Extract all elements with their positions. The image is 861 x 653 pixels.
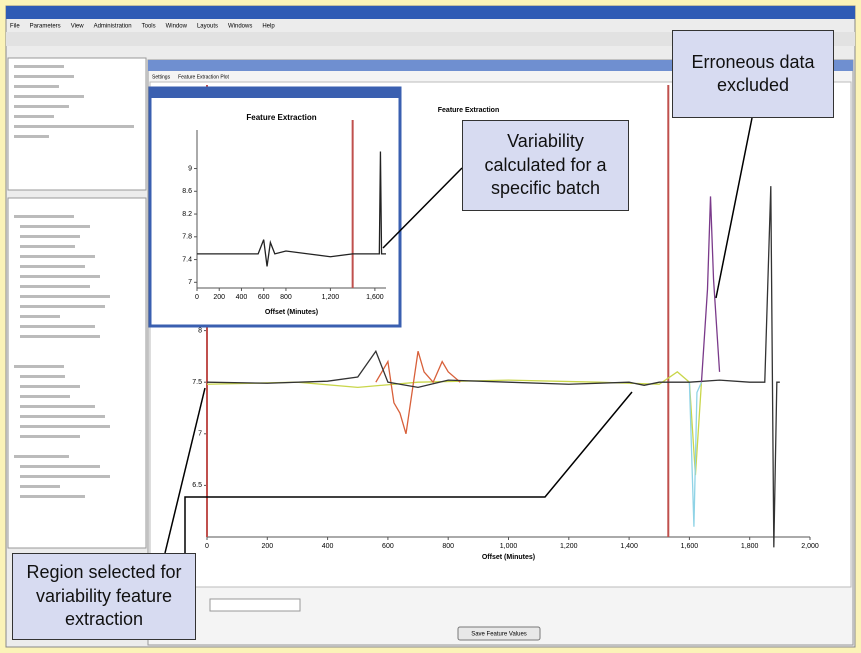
x-tick-label: 200 xyxy=(213,294,225,301)
callout: Variability calculated for a specific ba… xyxy=(462,120,629,211)
x-tick-label: 0 xyxy=(205,543,209,550)
x-tick-label: 600 xyxy=(258,294,270,301)
y-tick-label: 8.6 xyxy=(182,188,192,195)
menu-item[interactable]: Help xyxy=(262,24,275,30)
y-tick-label: 9 xyxy=(188,165,192,172)
x-tick-label: 1,800 xyxy=(741,543,759,550)
x-axis-label: Offset (Minutes) xyxy=(265,309,318,316)
menu-item[interactable]: File xyxy=(10,24,20,30)
callout: Erroneous data excluded xyxy=(672,30,834,118)
x-tick-label: 400 xyxy=(322,543,334,550)
button-label[interactable]: Save Feature Values xyxy=(471,632,527,638)
tab-label[interactable]: Settings xyxy=(152,74,171,80)
page: Save Feature Values Feature Extraction Of… xyxy=(0,0,861,653)
x-tick-label: 1,200 xyxy=(322,294,340,301)
y-tick-label: 7.4 xyxy=(182,256,192,263)
x-tick-label: 1,600 xyxy=(366,294,384,301)
title-bar xyxy=(6,6,855,19)
x-tick-label: 2,000 xyxy=(801,543,819,550)
menu-item[interactable]: Administration xyxy=(94,24,132,30)
x-tick-label: 1,600 xyxy=(681,543,699,550)
x-tick-label: 0 xyxy=(195,294,199,301)
x-tick-label: 600 xyxy=(382,543,394,550)
chart-title: Feature Extraction xyxy=(246,113,316,122)
x-tick-label: 800 xyxy=(280,294,292,301)
y-tick-label: 8.2 xyxy=(182,211,192,218)
menu-item[interactable]: Parameters xyxy=(30,24,61,30)
x-axis-label: Offset (Minutes) xyxy=(482,554,535,561)
y-tick-label: 7 xyxy=(198,431,202,438)
x-tick-label: 1,000 xyxy=(500,543,518,550)
x-tick-label: 400 xyxy=(236,294,248,301)
menu-item[interactable]: Tools xyxy=(142,24,156,30)
y-tick-label: 7.8 xyxy=(182,234,192,241)
y-tick-label: 7.5 xyxy=(192,379,202,386)
y-tick-label: 6.5 xyxy=(192,482,202,489)
menu-item[interactable]: View xyxy=(71,24,85,30)
x-tick-label: 200 xyxy=(261,543,273,550)
menu-item[interactable]: Layouts xyxy=(197,24,218,30)
inset-window xyxy=(150,88,400,326)
callout: Region selected for variability feature … xyxy=(12,553,196,640)
menu-item[interactable]: Window xyxy=(166,24,188,30)
x-tick-label: 1,400 xyxy=(620,543,638,550)
y-tick-label: 7 xyxy=(188,279,192,286)
x-tick-label: 800 xyxy=(442,543,454,550)
y-tick-label: 8 xyxy=(198,327,202,334)
dropdown[interactable] xyxy=(210,599,300,611)
tab-label[interactable]: Feature Extraction Plot xyxy=(178,74,229,80)
chart-title: Feature Extraction xyxy=(438,107,499,114)
menu-item[interactable]: Windows xyxy=(228,24,252,30)
x-tick-label: 1,200 xyxy=(560,543,578,550)
inset-title-bar xyxy=(150,88,400,98)
